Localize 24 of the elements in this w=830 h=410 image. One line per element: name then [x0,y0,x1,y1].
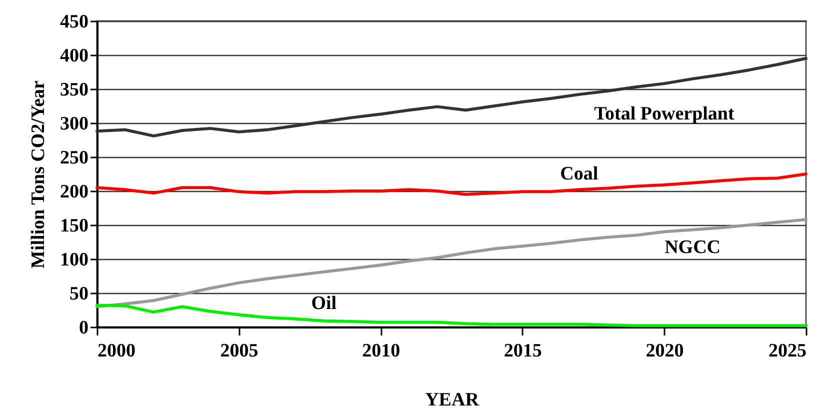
y-tick-label: 100 [60,250,88,270]
x-tick-label: 2010 [362,340,400,362]
series-label: Oil [311,292,337,314]
x-tick-label: 2020 [646,340,684,362]
x-tick-label: 2025 [768,340,806,362]
x-tick-label: 2005 [220,340,258,362]
y-tick-label: 50 [70,284,88,304]
y-tick-label: 450 [60,12,88,32]
y-tick-label: 300 [60,114,88,134]
y-axis-title: Million Tons CO2/Year [28,80,49,268]
x-axis-title: YEAR [425,390,480,410]
series-label: NGCC [664,236,721,258]
line-series [96,218,808,308]
y-tick-label: 250 [60,148,88,168]
y-tick-label: 0 [79,318,88,338]
y-tick-label: 400 [60,46,88,66]
x-tick-label: 2015 [504,340,542,362]
y-tick-label: 350 [60,80,88,100]
y-tick-label: 200 [60,182,88,202]
y-tick-label: 150 [60,216,88,236]
series-label: Coal [560,164,598,185]
x-tick-label: 2000 [98,340,136,362]
series-label: Total Powerplant [594,104,735,125]
line-series [96,56,808,138]
